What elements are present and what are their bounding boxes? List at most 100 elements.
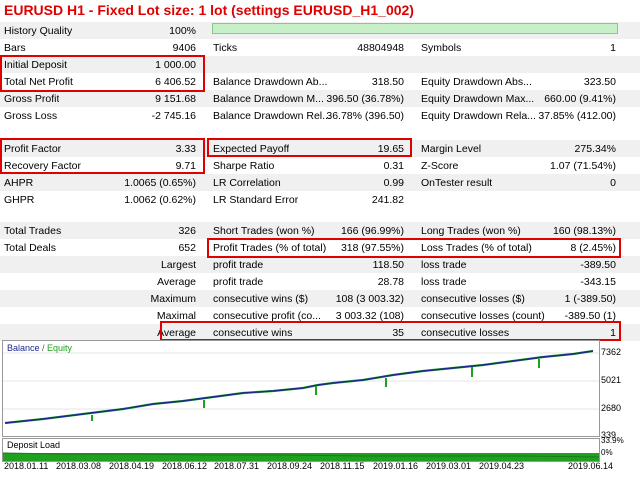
balance-dd-max-label: Balance Drawdown M... <box>213 93 324 105</box>
equity-dd-abs-label: Equity Drawdown Abs... <box>421 76 532 88</box>
equity-drawdown-spike <box>91 415 93 421</box>
total-trades-label: Total Trades <box>4 225 62 237</box>
x-tick: 2018.07.31 <box>214 461 260 471</box>
load-tick: 33.9% <box>601 436 624 445</box>
row-band <box>0 56 640 73</box>
ghpr-label: GHPR <box>4 194 35 206</box>
net-profit-label: Total Net Profit <box>4 76 73 88</box>
maximum-label: Maximum <box>150 293 196 305</box>
average-loss-value: -343.15 <box>580 276 616 288</box>
expected-payoff-label: Expected Payoff <box>213 143 290 155</box>
x-tick: 2018.06.12 <box>162 461 208 471</box>
ghpr-value: 1.0062 (0.62%) <box>124 194 196 206</box>
ahpr-label: AHPR <box>4 177 34 189</box>
largest-loss-value: -389.50 <box>580 259 616 271</box>
loss-trades-value: 8 (2.45%) <box>570 242 616 254</box>
deposit-load-line <box>3 452 599 458</box>
history-quality-bar <box>212 23 618 34</box>
ticks-label: Ticks <box>213 42 238 54</box>
maximal-consec-profit-label: consecutive profit (co... <box>213 310 321 322</box>
highlight-deposit-netprofit <box>0 55 205 92</box>
deposit-load-chart: Deposit Load <box>2 438 600 462</box>
legend-balance: Balance <box>7 343 40 353</box>
lr-std-error-label: LR Standard Error <box>213 194 299 206</box>
balance-dd-rel-value: 36.78% (396.50) <box>326 110 404 122</box>
x-tick: 2018.03.08 <box>56 461 102 471</box>
x-tick: 2018.11.15 <box>320 461 365 471</box>
balance-equity-chart: Balance / Equity <box>2 340 600 437</box>
legend-equity: Equity <box>47 343 73 353</box>
balance-dd-rel-label: Balance Drawdown Rel... <box>213 110 331 122</box>
profit-trades-label: Profit Trades (% of total) <box>213 242 327 254</box>
net-profit-value: 6 406.52 <box>155 76 196 88</box>
largest-loss-label: loss trade <box>421 259 467 271</box>
x-tick: 2018.04.19 <box>109 461 155 471</box>
profit-factor-label: Profit Factor <box>4 143 62 155</box>
z-score-value: 1.07 (71.54%) <box>550 160 616 172</box>
gross-loss-value: -2 745.16 <box>151 110 196 122</box>
legend-separator: / <box>39 343 48 353</box>
ontester-value: 0 <box>610 177 616 189</box>
average-loss-label: loss trade <box>421 276 467 288</box>
equity-dd-max-label: Equity Drawdown Max... <box>421 93 535 105</box>
z-score-label: Z-Score <box>421 160 459 172</box>
history-quality-value: 100% <box>169 25 196 37</box>
x-tick: 2018.01.11 <box>4 461 49 471</box>
avg-consec-losses-value: 1 <box>610 327 616 339</box>
deposit-load-plot <box>3 452 599 461</box>
equity-dd-max-value: 660.00 (9.41%) <box>544 93 616 105</box>
total-deals-value: 652 <box>178 242 196 254</box>
deposit-load-label: Deposit Load <box>7 440 61 450</box>
highlight-expected-payoff <box>207 138 412 157</box>
max-consec-losses-label: consecutive losses ($) <box>421 293 525 305</box>
equity-drawdown-spike <box>471 367 473 377</box>
long-trades-value: 160 (98.13%) <box>552 225 616 237</box>
gross-profit-value: 9 151.68 <box>155 93 196 105</box>
bars-value: 9406 <box>172 42 196 54</box>
row-band <box>0 222 640 239</box>
sharpe-ratio-label: Sharpe Ratio <box>213 160 275 172</box>
sharpe-ratio-value: 0.31 <box>383 160 404 172</box>
avg-consec-losses-label: consecutive losses <box>421 327 510 339</box>
row-band <box>0 174 640 191</box>
load-tick: 0% <box>601 448 613 457</box>
average-profit-value: 28.78 <box>377 276 404 288</box>
x-tick: 2019.04.23 <box>479 461 525 471</box>
average-consec-label: Average <box>157 327 196 339</box>
highlight-average-consecutive <box>160 321 621 341</box>
lr-correlation-value: 0.99 <box>383 177 404 189</box>
equity-drawdown-spike <box>315 386 317 395</box>
bars-label: Bars <box>4 42 26 54</box>
initial-deposit-value: 1 000.00 <box>155 59 196 71</box>
expected-payoff-value: 19.65 <box>377 143 404 155</box>
y-tick: 7362 <box>601 347 622 357</box>
max-consec-wins-value: 108 (3 003.32) <box>335 293 404 305</box>
total-deals-label: Total Deals <box>4 242 56 254</box>
x-tick: 2019.03.01 <box>426 461 472 471</box>
max-consec-wins-label: consecutive wins ($) <box>213 293 309 305</box>
gross-loss-label: Gross Loss <box>4 110 58 122</box>
avg-consec-wins-value: 35 <box>392 327 404 339</box>
highlight-factors <box>0 138 205 174</box>
x-tick: 2019.01.16 <box>373 461 419 471</box>
balance-dd-max-value: 396.50 (36.78%) <box>326 93 404 105</box>
ahpr-value: 1.0065 (0.65%) <box>124 177 196 189</box>
symbols-label: Symbols <box>421 42 462 54</box>
recovery-factor-value: 9.71 <box>175 160 196 172</box>
largest-profit-label: profit trade <box>213 259 264 271</box>
ticks-value: 48804948 <box>357 42 404 54</box>
lr-correlation-label: LR Correlation <box>213 177 281 189</box>
chart-legend: Balance / Equity <box>7 343 72 353</box>
x-tick: 2019.06.14 <box>568 461 614 471</box>
balance-equity-plot <box>3 349 599 425</box>
margin-level-value: 275.34% <box>574 143 616 155</box>
equity-drawdown-spike <box>203 400 205 408</box>
deposit-load-area <box>3 453 599 461</box>
maximal-consec-losses-label: consecutive losses (count) <box>421 310 545 322</box>
y-tick: 339 <box>601 430 617 440</box>
balance-line <box>4 350 594 424</box>
long-trades-label: Long Trades (won %) <box>421 225 521 237</box>
y-tick: 2680 <box>601 403 622 413</box>
balance-dd-abs-value: 318.50 <box>371 76 404 88</box>
largest-label: Largest <box>160 259 196 271</box>
